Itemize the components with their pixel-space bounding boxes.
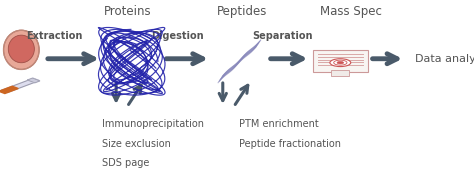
- FancyBboxPatch shape: [313, 50, 368, 72]
- Text: Peptides: Peptides: [217, 5, 267, 18]
- Text: PTM enrichment: PTM enrichment: [239, 119, 319, 129]
- Text: Separation: Separation: [252, 31, 312, 41]
- Circle shape: [337, 61, 344, 64]
- Text: Mass Spec: Mass Spec: [320, 5, 382, 18]
- Text: Digestion: Digestion: [151, 31, 204, 41]
- Circle shape: [330, 59, 351, 67]
- Text: Extraction: Extraction: [27, 31, 82, 41]
- Text: Size exclusion: Size exclusion: [102, 139, 171, 149]
- Text: Data analysis: Data analysis: [415, 54, 474, 64]
- Text: Peptide fractionation: Peptide fractionation: [239, 139, 341, 149]
- Text: SDS page: SDS page: [102, 158, 149, 168]
- Polygon shape: [27, 78, 40, 83]
- FancyBboxPatch shape: [331, 70, 349, 76]
- Ellipse shape: [8, 35, 34, 63]
- Text: Proteins: Proteins: [104, 5, 152, 18]
- Ellipse shape: [3, 30, 39, 69]
- Polygon shape: [1, 78, 39, 93]
- Text: Immunoprecipitation: Immunoprecipitation: [102, 119, 204, 129]
- Polygon shape: [0, 86, 18, 94]
- Circle shape: [334, 60, 347, 65]
